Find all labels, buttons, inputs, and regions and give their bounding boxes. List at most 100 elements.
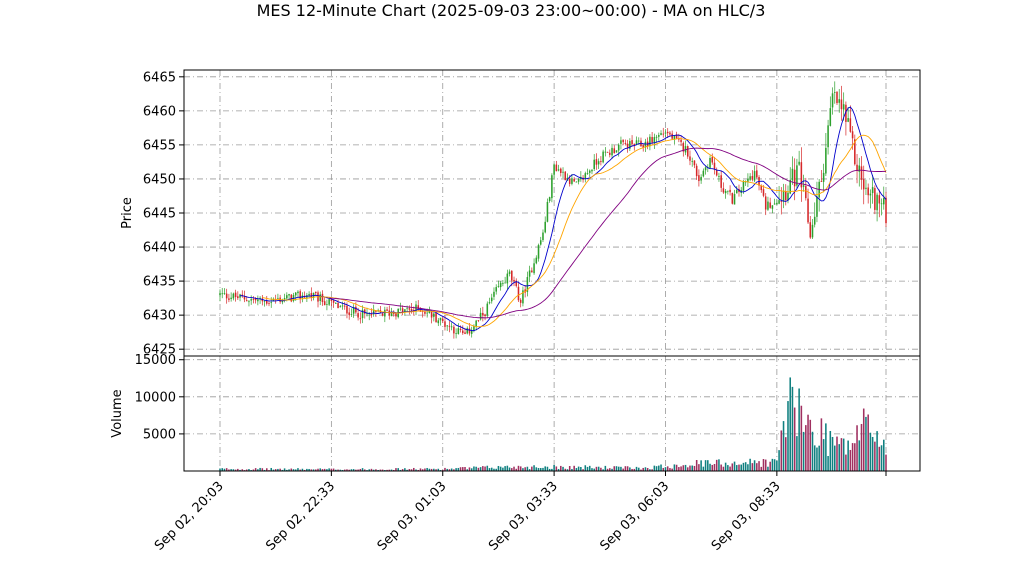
candle [874,185,876,215]
volume-bar [368,469,371,471]
candle-body [595,159,598,165]
candle [798,150,800,166]
volume-bar [800,405,803,471]
candle [822,163,825,193]
candle [831,87,834,115]
candle-body [535,257,538,264]
candle-body [259,297,261,300]
candle [771,205,774,214]
candle [591,169,593,175]
candle [615,150,618,153]
volume-bar [259,467,261,471]
volume-bar [849,449,852,471]
candle [784,184,787,206]
volume-bar [337,469,339,471]
volume-bar [506,465,509,471]
volume-tick-label: 5000 [143,427,176,442]
candle [263,300,266,307]
volume-bar [223,468,226,471]
candle-body [847,118,849,122]
x-tick-label: Sep 03, 03:33 [486,479,561,554]
volume-bar [678,467,680,471]
volume-bar [241,469,244,471]
volume-bar [709,463,711,471]
volume-bar [435,469,437,471]
candle-body [860,166,863,180]
candle [575,181,578,183]
volume-bar [711,464,714,471]
candle-body [446,325,448,327]
candle-body [470,330,473,334]
volume-bar [802,431,805,471]
candle [288,293,290,300]
candle [259,296,261,304]
candle [326,299,328,311]
candle [332,299,335,308]
ma-mid-line [262,134,887,328]
candle [791,156,794,185]
candle [555,160,558,172]
candle-body [468,328,471,334]
volume-bar [408,469,411,471]
candle-body [366,313,368,315]
candle-body [658,135,660,137]
candle [722,182,725,194]
volume-bar [428,468,431,471]
candle-body [871,187,874,194]
candle [796,158,798,189]
volume-bar [475,466,477,471]
volume-bar [829,430,832,471]
volume-bar [364,469,366,471]
candle-body [729,189,731,193]
candle-body [747,178,749,183]
candle [807,188,809,225]
candle-body [551,175,553,199]
candle [680,135,682,147]
candle [849,105,852,133]
candle [876,192,878,222]
candle-body [557,169,560,171]
volume-bar [564,468,567,471]
candle-body [502,283,504,285]
volume-bar [308,468,310,471]
candle [724,188,727,199]
candle-body [413,309,415,311]
candle-body [230,297,232,300]
volume-bar [695,460,698,471]
candle-body [767,201,769,210]
candle [778,185,780,205]
candle-body [731,193,734,204]
candle [319,291,322,306]
volume-bar [450,468,453,471]
x-tick-label: Sep 02, 20:03 [152,479,227,554]
candle [495,284,497,295]
candle [312,292,315,301]
volume-panel-frame [183,355,921,472]
candle [225,288,228,304]
volume-bar [577,466,580,471]
candle-body [548,197,551,202]
candle [629,138,631,152]
candle-body [869,193,872,196]
volume-bar [635,466,638,471]
volume-bar [876,431,878,471]
candle [858,157,861,187]
candle [811,218,814,239]
candle [586,168,589,175]
candle-body [448,325,451,327]
candle-body [807,198,809,223]
candle [221,287,224,299]
candle [535,255,538,265]
candle [838,89,841,113]
candle-body [575,181,578,183]
volume-bar [809,419,812,471]
candle-body [816,196,818,217]
price-grid [184,70,920,356]
volume-bar [482,466,484,471]
candle-body [691,160,693,162]
candle [593,154,595,172]
candle-body [455,333,457,335]
candle [820,170,823,182]
candle-body [341,305,344,307]
volume-bar [833,445,836,471]
